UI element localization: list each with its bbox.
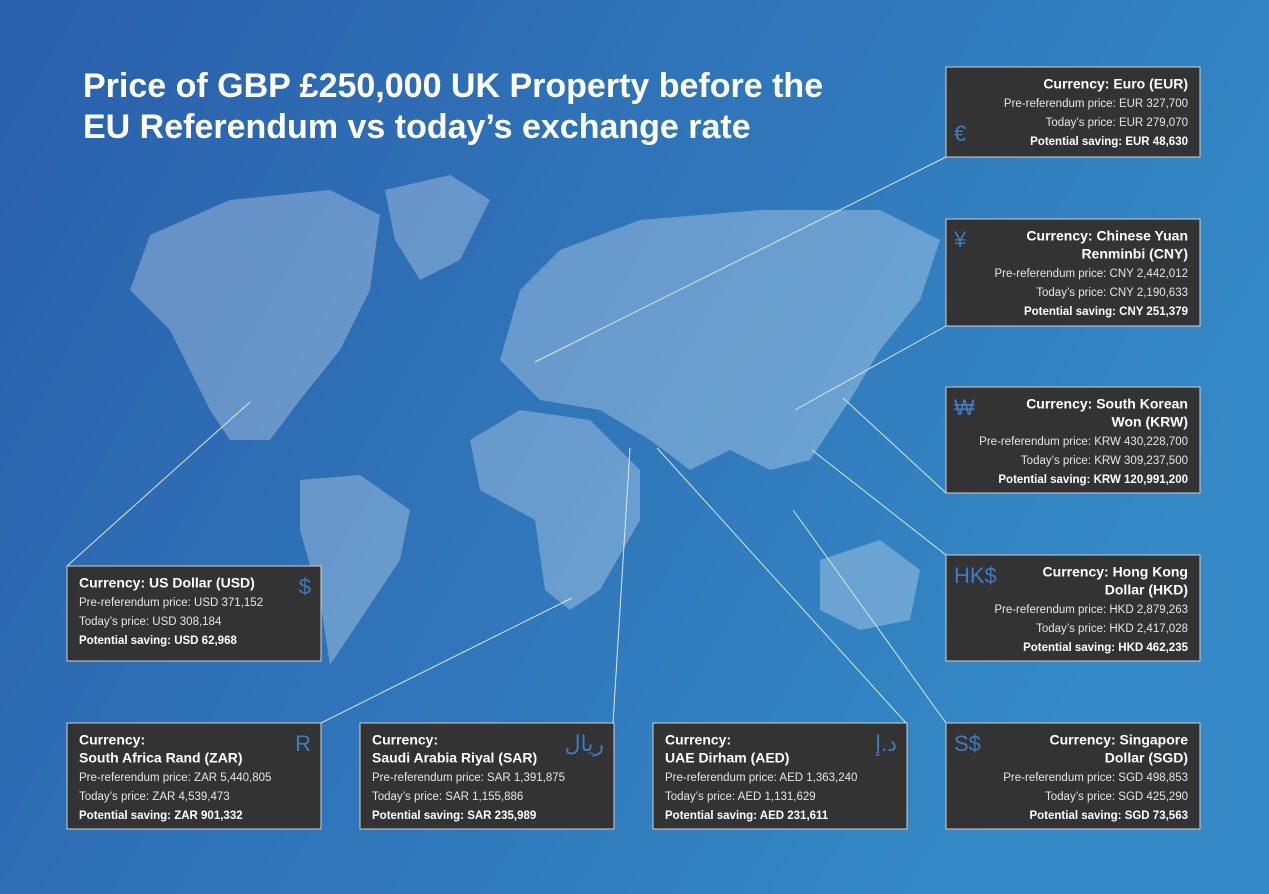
potential-saving: Potential saving: SAR 235,989 — [372, 810, 536, 822]
card-box — [66, 565, 322, 662]
card-heading: Currency: Euro (EUR) — [1043, 76, 1188, 92]
card-heading: Currency: US Dollar (USD) — [79, 575, 255, 591]
todays-price: Today’s price: CNY 2,190,633 — [1036, 287, 1188, 299]
todays-price: Today’s price: ZAR 4,539,473 — [79, 791, 230, 803]
south-america — [300, 475, 410, 665]
pre-referendum-price: Pre-referendum price: USD 371,152 — [79, 597, 263, 609]
card-box — [359, 722, 615, 830]
currency-card: Currency: UAE Dirham (AED) Pre-referendum … — [652, 722, 908, 830]
leader-line — [811, 449, 947, 556]
card-heading: Currency: — [79, 732, 145, 748]
todays-price: Today’s price: AED 1,131,629 — [665, 791, 816, 803]
leader-line — [792, 509, 947, 724]
pre-referendum-price: Pre-referendum price: SGD 498,853 — [1003, 772, 1188, 784]
potential-saving: Potential saving: CNY 251,379 — [1024, 306, 1188, 318]
card-heading: Currency: — [665, 732, 731, 748]
card-box — [945, 66, 1201, 158]
card-box — [945, 554, 1201, 662]
card-heading: Won (KRW) — [1112, 414, 1188, 430]
leader-line — [794, 325, 947, 411]
card-heading: Dollar (HKD) — [1105, 582, 1188, 598]
leader-line — [842, 397, 947, 494]
card-heading: Renminbi (CNY) — [1081, 246, 1188, 262]
australia — [820, 540, 920, 630]
currency-card: Currency: Hong Kong Dollar (HKD) Pre-refer… — [945, 554, 1201, 662]
potential-saving: Potential saving: SGD 73,563 — [1029, 810, 1188, 822]
currency-symbol: R — [295, 731, 311, 756]
currency-symbol: ₩ — [954, 395, 975, 420]
leader-line — [612, 447, 631, 724]
currency-symbol: $ — [299, 574, 311, 599]
title-line: EU Referendum vs today’s exchange rate — [83, 108, 751, 146]
potential-saving: Potential saving: KRW 120,991,200 — [998, 474, 1188, 486]
africa — [470, 410, 640, 610]
card-heading: Currency: Chinese Yuan — [1026, 228, 1188, 244]
currency-card: Currency: Euro (EUR) Pre-referendum price… — [945, 66, 1201, 158]
currency-card: Currency: South Africa Rand (ZAR) Pre-refe… — [66, 722, 322, 830]
todays-price: Today’s price: KRW 309,237,500 — [1021, 455, 1188, 467]
leader-line — [66, 401, 251, 567]
card-heading: Currency: South Korean — [1026, 396, 1188, 412]
card-box — [945, 722, 1201, 830]
leader-lines — [66, 156, 947, 724]
card-heading: Dollar (SGD) — [1105, 750, 1188, 766]
card-box — [652, 722, 908, 830]
pre-referendum-price: Pre-referendum price: CNY 2,442,012 — [995, 268, 1188, 280]
leader-line — [534, 156, 947, 363]
currency-card: Currency: South Korean Won (KRW) Pre-refer… — [945, 386, 1201, 494]
card-heading: Currency: Singapore — [1050, 732, 1189, 748]
pre-referendum-price: Pre-referendum price: EUR 327,700 — [1004, 98, 1188, 110]
card-heading: Saudi Arabia Riyal (SAR) — [372, 750, 537, 766]
potential-saving: Potential saving: ZAR 901,332 — [79, 810, 243, 822]
eurasia — [500, 210, 940, 470]
greenland — [385, 175, 490, 280]
pre-referendum-price: Pre-referendum price: ZAR 5,440,805 — [79, 772, 271, 784]
currency-symbol: د.إ — [875, 731, 897, 757]
currency-card: Currency: US Dollar (USD) Pre-referendum … — [66, 565, 322, 662]
card-heading: Currency: Hong Kong — [1043, 564, 1188, 580]
currency-symbol: € — [954, 121, 966, 146]
todays-price: Today’s price: SAR 1,155,886 — [372, 791, 523, 803]
pre-referendum-price: Pre-referendum price: KRW 430,228,700 — [979, 436, 1188, 448]
card-box — [945, 386, 1201, 494]
todays-price: Today’s price: HKD 2,417,028 — [1036, 623, 1188, 635]
todays-price: Today’s price: EUR 279,070 — [1046, 117, 1188, 129]
currency-symbol: ¥ — [953, 227, 967, 252]
card-box — [66, 722, 322, 830]
currency-card: Currency: Chinese Yuan Renminbi (CNY) Pre-… — [945, 218, 1201, 327]
todays-price: Today’s price: USD 308,184 — [79, 616, 222, 628]
pre-referendum-price: Pre-referendum price: SAR 1,391,875 — [372, 772, 565, 784]
world-map — [130, 175, 940, 665]
card-heading: UAE Dirham (AED) — [665, 750, 789, 766]
title-line: Price of GBP £250,000 UK Property before… — [83, 67, 823, 105]
currency-symbol: ريال — [565, 731, 604, 756]
currency-symbol: S$ — [954, 731, 981, 756]
north-america — [130, 190, 380, 440]
potential-saving: Potential saving: USD 62,968 — [79, 635, 237, 647]
currency-card: Currency: Saudi Arabia Riyal (SAR) Pre-ref… — [359, 722, 615, 830]
card-heading: South Africa Rand (ZAR) — [79, 750, 243, 766]
leader-line — [320, 597, 573, 724]
todays-price: Today’s price: SGD 425,290 — [1045, 791, 1188, 803]
pre-referendum-price: Pre-referendum price: AED 1,363,240 — [665, 772, 857, 784]
potential-saving: Potential saving: EUR 48,630 — [1030, 136, 1188, 148]
leader-line — [656, 447, 907, 724]
card-heading: Currency: — [372, 732, 438, 748]
pre-referendum-price: Pre-referendum price: HKD 2,879,263 — [994, 604, 1188, 616]
potential-saving: Potential saving: AED 231,611 — [665, 810, 829, 822]
card-box — [945, 218, 1201, 327]
currency-card: Currency: Singapore Dollar (SGD) Pre-refer… — [945, 722, 1201, 830]
currency-symbol: HK$ — [954, 563, 997, 588]
potential-saving: Potential saving: HKD 462,235 — [1023, 642, 1188, 654]
